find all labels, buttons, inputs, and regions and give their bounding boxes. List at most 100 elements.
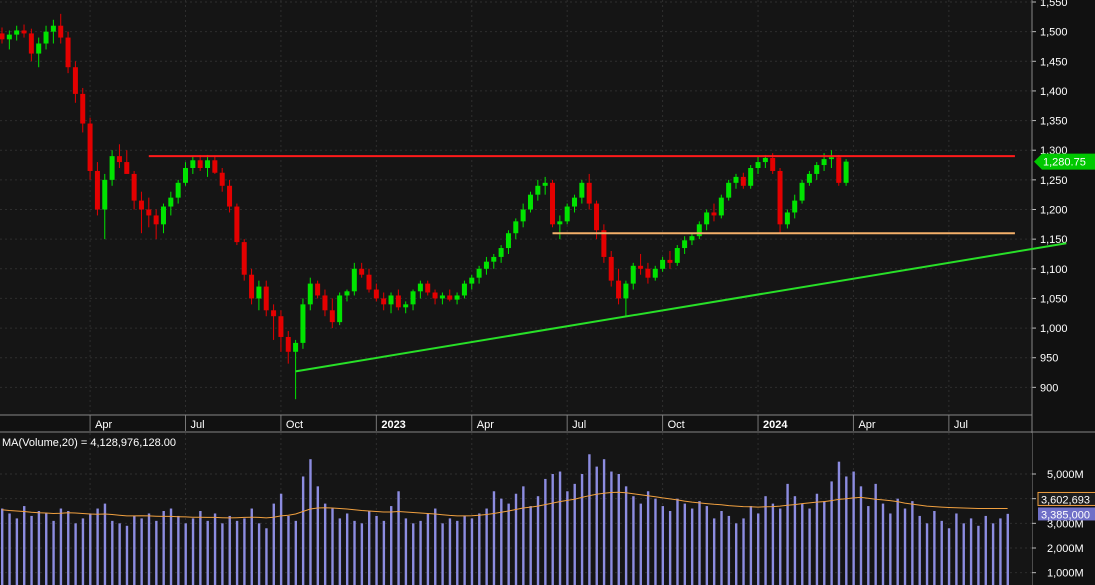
volume-bar [639, 503, 642, 585]
date-label: Jul [191, 419, 205, 431]
candle-up [461, 283, 467, 296]
volume-bar [221, 523, 224, 585]
volume-bar [698, 501, 701, 585]
volume-bar [162, 511, 165, 585]
volume-bar [573, 483, 576, 585]
candle-up [388, 295, 394, 305]
volume-bar [8, 513, 11, 585]
volume-bar [470, 518, 474, 585]
volume-tick-label: 3,000M [1047, 518, 1084, 530]
volume-bar [184, 523, 187, 585]
candle-up [799, 182, 805, 201]
candle-down [740, 176, 746, 186]
volume-bar [191, 518, 195, 585]
volume-bar [147, 513, 151, 585]
volume-ma-tag-box [1037, 491, 1095, 506]
candle-up [454, 295, 460, 300]
volume-bar [485, 508, 488, 585]
candle-down [138, 200, 144, 210]
volume-bar [793, 496, 797, 585]
candle-up [726, 182, 732, 198]
date-label: Apr [477, 419, 494, 431]
volume-bar [338, 518, 342, 585]
candle-down [550, 182, 555, 225]
volume-bar [257, 523, 261, 585]
volume-bar [801, 503, 804, 585]
price-tick-label: 950 [1040, 353, 1058, 365]
candle-up [704, 212, 710, 225]
volume-bar [903, 508, 907, 585]
candle-down [197, 160, 203, 168]
volume-bar [397, 491, 400, 585]
candle-up [469, 277, 475, 284]
candle-down [836, 157, 842, 183]
volume-bar [522, 486, 525, 585]
volume-bar [140, 518, 143, 585]
candle-down [373, 289, 379, 299]
candle-down [366, 274, 372, 290]
price-tick-label: 1,100 [1040, 264, 1068, 276]
candle-up [784, 212, 790, 225]
candle-up [733, 176, 739, 183]
candle-down [153, 215, 159, 225]
candle-down [263, 286, 269, 311]
volume-bar [610, 471, 613, 585]
candle-down [87, 123, 93, 171]
volume-bar [448, 518, 452, 585]
candle-up [43, 31, 49, 44]
volume-bar [889, 513, 892, 585]
price-tick-label: 1,000 [1040, 323, 1068, 335]
candle-down [315, 283, 321, 296]
volume-bar [23, 506, 26, 585]
volume-bar [463, 515, 466, 585]
candle-down [65, 37, 71, 68]
volume-bar [345, 513, 349, 585]
volume-bar [96, 508, 99, 585]
candle-up [205, 160, 211, 168]
candle-down [241, 242, 247, 275]
volume-bar [668, 511, 672, 585]
volume-bar [940, 520, 943, 585]
candle-up [520, 209, 526, 222]
volume-bar [323, 503, 327, 585]
volume-bar [867, 506, 870, 585]
candle-down [586, 182, 592, 204]
candle-up [6, 34, 12, 40]
candle-down [594, 203, 600, 231]
candle-up [160, 206, 166, 225]
volume-bar [52, 520, 55, 585]
candle-down [608, 256, 614, 281]
volume-bar [169, 508, 173, 585]
volume-bar [353, 520, 356, 585]
price-tick-label: 1,050 [1040, 293, 1068, 305]
volume-bar [279, 493, 283, 585]
trend-line[interactable] [295, 242, 1067, 373]
candle-down [227, 185, 233, 207]
candle-down [212, 160, 218, 173]
volume-bar [881, 503, 885, 585]
candle-up [417, 283, 423, 292]
price-tick-label: 900 [1040, 382, 1058, 394]
volume-bar [294, 520, 297, 585]
volume-bar [404, 518, 408, 585]
candle-up [527, 194, 533, 210]
candle-up [102, 179, 108, 210]
volume-bar [529, 506, 532, 585]
candle-up [814, 165, 820, 174]
volume-bar [852, 471, 855, 585]
candle-down [80, 93, 86, 124]
candle-up [674, 248, 680, 263]
candle-up [410, 291, 416, 305]
volume-tick-label: 1,000M [1047, 568, 1084, 580]
candle-down [359, 268, 365, 275]
candle-up [755, 162, 761, 168]
price-tick-label: 1,550 [1040, 0, 1068, 9]
volume-bar [155, 520, 158, 585]
candle-down [381, 298, 387, 305]
volume-bar [419, 520, 422, 585]
candle-down [601, 230, 607, 257]
candle-up [175, 182, 181, 198]
